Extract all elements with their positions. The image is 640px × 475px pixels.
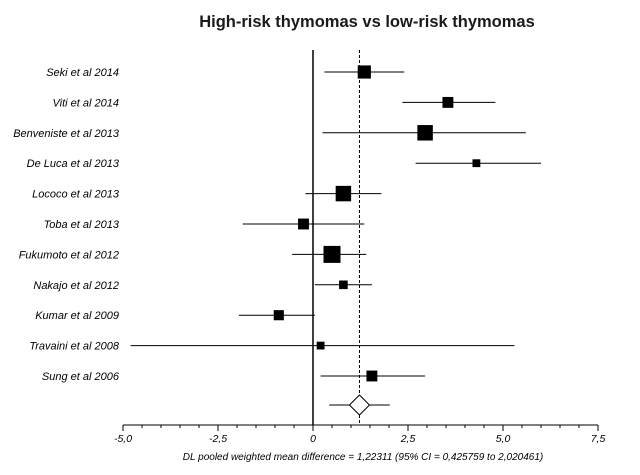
study-label: Kumar et al 2009	[35, 310, 119, 322]
study-label: Toba et al 2013	[44, 219, 120, 231]
x-tick-label: 2,5	[400, 433, 416, 445]
study-label: Travaini et al 2008	[29, 341, 120, 353]
study-estimate-square	[357, 65, 371, 79]
study-estimate-square	[298, 218, 309, 230]
study-label: Seki et al 2014	[46, 67, 119, 79]
study-label: Fukumoto et al 2012	[19, 249, 119, 261]
study-estimate-square	[366, 370, 378, 382]
x-tick-label: -5,0	[114, 433, 132, 445]
study-estimate-square	[472, 159, 481, 168]
study-label: De Luca et al 2013	[27, 158, 120, 170]
study-estimate-square	[417, 125, 433, 141]
chart-title: High-risk thymomas vs low-risk thymomas	[199, 13, 535, 31]
study-label: Viti et al 2014	[53, 97, 119, 109]
study-estimate-square	[273, 310, 284, 321]
study-estimate-square	[316, 341, 325, 350]
pooled-estimate-diamond	[348, 394, 371, 416]
study-label: Sung et al 2006	[42, 371, 120, 383]
study-estimate-square	[323, 245, 341, 263]
study-label: Nakajo et al 2012	[33, 280, 119, 292]
study-estimate-square	[335, 185, 352, 202]
x-axis-label: DL pooled weighted mean difference = 1,2…	[183, 452, 543, 463]
study-estimate-square	[339, 280, 348, 290]
x-tick-label: 0	[310, 433, 316, 445]
x-tick-label: 7,5	[591, 433, 606, 445]
study-label: Benveniste et al 2013	[13, 128, 120, 140]
x-tick-label: -2,5	[209, 433, 227, 445]
plot-area: -5,0 -2,5 0 2,5 5,0 7,5 Seki et al 2014 Viti et…	[13, 50, 605, 445]
study-estimate-square	[442, 96, 454, 108]
x-tick-label: 5,0	[496, 433, 511, 445]
study-label: Lococo et al 2013	[32, 189, 120, 201]
